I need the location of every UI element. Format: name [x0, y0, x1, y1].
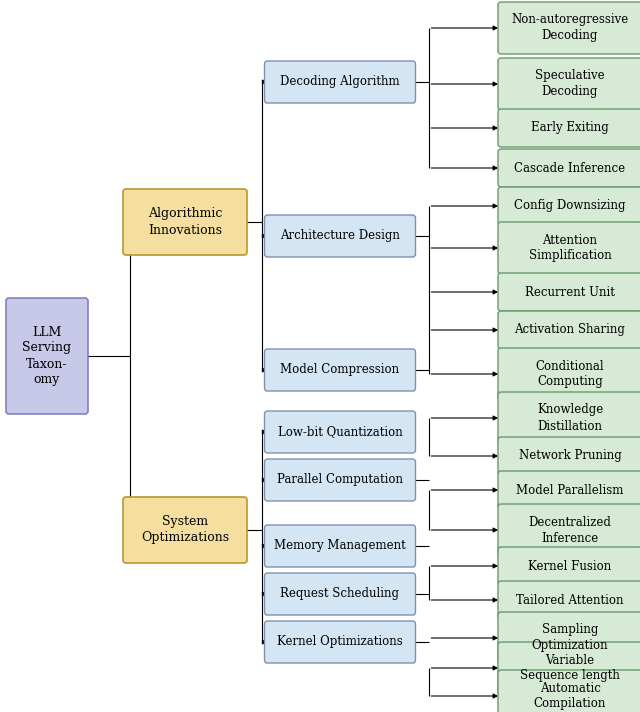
FancyBboxPatch shape [498, 437, 640, 475]
FancyBboxPatch shape [498, 311, 640, 349]
Text: Kernel Optimizations: Kernel Optimizations [277, 636, 403, 649]
FancyBboxPatch shape [123, 189, 247, 255]
Text: Variable
Sequence length: Variable Sequence length [520, 654, 620, 683]
FancyBboxPatch shape [264, 573, 415, 615]
Text: Cascade Inference: Cascade Inference [515, 162, 625, 174]
Text: Knowledge
Distillation: Knowledge Distillation [537, 404, 603, 432]
FancyBboxPatch shape [264, 459, 415, 501]
FancyBboxPatch shape [498, 642, 640, 694]
FancyBboxPatch shape [264, 621, 415, 663]
Text: Network Pruning: Network Pruning [518, 449, 621, 463]
FancyBboxPatch shape [498, 2, 640, 54]
FancyBboxPatch shape [498, 348, 640, 400]
Text: Model Parallelism: Model Parallelism [516, 483, 624, 496]
FancyBboxPatch shape [123, 497, 247, 563]
FancyBboxPatch shape [498, 547, 640, 585]
Text: Memory Management: Memory Management [274, 540, 406, 553]
FancyBboxPatch shape [498, 392, 640, 444]
FancyBboxPatch shape [264, 215, 415, 257]
FancyBboxPatch shape [498, 222, 640, 274]
Text: Request Scheduling: Request Scheduling [280, 587, 399, 600]
FancyBboxPatch shape [498, 58, 640, 110]
FancyBboxPatch shape [264, 525, 415, 567]
FancyBboxPatch shape [498, 670, 640, 712]
Text: Config Downsizing: Config Downsizing [515, 199, 626, 212]
Text: Recurrent Unit: Recurrent Unit [525, 286, 615, 298]
FancyBboxPatch shape [498, 273, 640, 311]
Text: Low-bit Quantization: Low-bit Quantization [278, 426, 403, 439]
FancyBboxPatch shape [498, 581, 640, 619]
FancyBboxPatch shape [498, 109, 640, 147]
Text: LLM
Serving
Taxon-
omy: LLM Serving Taxon- omy [22, 325, 72, 387]
FancyBboxPatch shape [498, 612, 640, 664]
Text: Model Compression: Model Compression [280, 364, 399, 377]
Text: Activation Sharing: Activation Sharing [515, 323, 625, 337]
Text: Sampling
Optimization: Sampling Optimization [532, 624, 608, 652]
Text: Tailored Attention: Tailored Attention [516, 594, 624, 607]
FancyBboxPatch shape [264, 349, 415, 391]
FancyBboxPatch shape [498, 504, 640, 556]
Text: Early Exiting: Early Exiting [531, 122, 609, 135]
FancyBboxPatch shape [498, 471, 640, 509]
Text: Conditional
Computing: Conditional Computing [536, 360, 604, 389]
Text: Speculative
Decoding: Speculative Decoding [535, 70, 605, 98]
Text: Decentralized
Inference: Decentralized Inference [529, 515, 611, 545]
FancyBboxPatch shape [264, 411, 415, 453]
Text: Algorithmic
Innovations: Algorithmic Innovations [148, 207, 222, 236]
Text: Decoding Algorithm: Decoding Algorithm [280, 75, 400, 88]
Text: Automatic
Compilation: Automatic Compilation [534, 681, 606, 711]
FancyBboxPatch shape [498, 149, 640, 187]
FancyBboxPatch shape [6, 298, 88, 414]
Text: System
Optimizations: System Optimizations [141, 515, 229, 545]
Text: Non-autoregressive
Decoding: Non-autoregressive Decoding [511, 14, 628, 43]
FancyBboxPatch shape [498, 187, 640, 225]
FancyBboxPatch shape [264, 61, 415, 103]
Text: Parallel Computation: Parallel Computation [277, 473, 403, 486]
Text: Attention
Simplification: Attention Simplification [529, 234, 611, 263]
Text: Architecture Design: Architecture Design [280, 229, 400, 243]
Text: Kernel Fusion: Kernel Fusion [529, 560, 612, 572]
